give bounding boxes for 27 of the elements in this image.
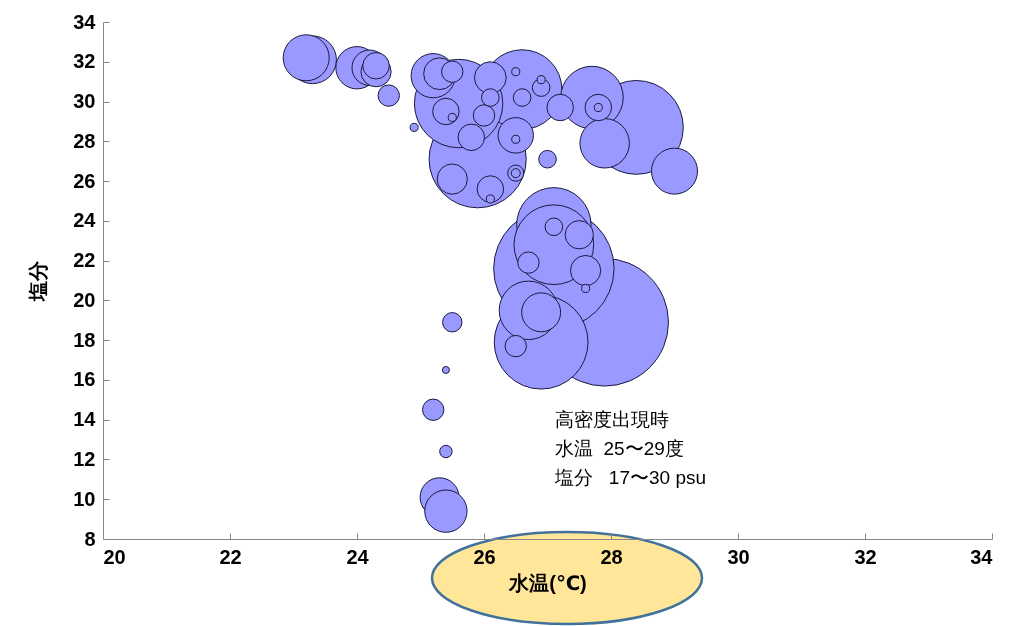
y-axis-title: 塩分	[27, 260, 50, 302]
y-tick-label: 22	[73, 249, 96, 272]
y-tick-label: 32	[73, 50, 96, 73]
x-tick-label: 32	[854, 545, 877, 568]
y-tick-label: 28	[73, 129, 96, 152]
y-tick-label: 24	[73, 209, 97, 232]
y-tick-label: 12	[73, 447, 96, 470]
x-tick-label: 30	[727, 545, 750, 568]
y-tick-label: 16	[73, 368, 96, 391]
y-tick-label: 30	[73, 90, 96, 113]
y-tick-label: 34	[73, 10, 97, 33]
y-tick-label: 14	[73, 408, 97, 431]
x-tick-label: 26	[473, 545, 496, 568]
annotation: 高密度出現時	[555, 409, 669, 430]
x-tick-label: 28	[600, 545, 623, 568]
annotation: 塩分 17〜30 psu	[554, 467, 707, 488]
x-tick-label: 20	[103, 545, 126, 568]
y-tick-label: 20	[73, 288, 96, 311]
x-axis-title: 水温(℃)	[508, 571, 587, 594]
y-tick-label: 18	[73, 328, 96, 351]
x-tick-label: 34	[970, 545, 994, 568]
x-tick-label: 24	[346, 545, 370, 568]
x-tick-label: 22	[219, 545, 242, 568]
y-tick-label: 26	[73, 169, 96, 192]
annotation: 水温 25〜29度	[555, 438, 684, 459]
y-tick-label: 10	[73, 487, 96, 510]
y-tick-label: 8	[84, 527, 96, 550]
